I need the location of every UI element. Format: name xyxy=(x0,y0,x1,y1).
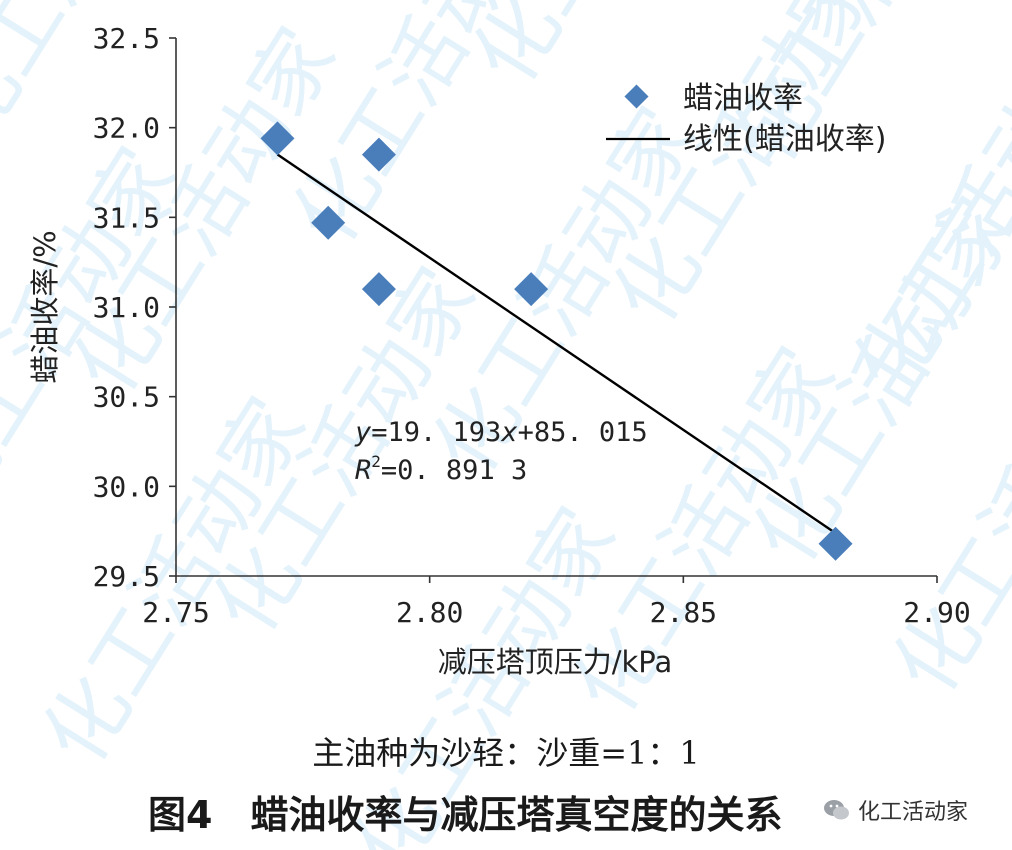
brand-badge: 化工活动家 xyxy=(818,792,973,828)
regression-equation: y=19. 193x+85. 015 xyxy=(354,417,648,448)
x-tick-label: 2.75 xyxy=(142,596,209,629)
x-tick-label: 2.85 xyxy=(650,596,717,629)
axes: 29.5 30.0 30.5 31.0 31.5 32.0 32.5 2.75 2.80 2.85… xyxy=(93,22,971,629)
data-points xyxy=(260,121,853,561)
data-point xyxy=(361,137,396,172)
y-tick-label: 31.0 xyxy=(93,291,160,324)
chart: 29.5 30.0 30.5 31.0 31.5 32.0 32.5 2.75 2.80 2.85… xyxy=(28,22,971,679)
y-tick-label: 30.5 xyxy=(93,381,160,414)
y-tick-label: 32.5 xyxy=(93,22,160,55)
y-tick-label: 29.5 xyxy=(93,560,160,593)
x-tick-label: 2.80 xyxy=(396,596,463,629)
legend: 蜡油收率 线性(蜡油收率) xyxy=(606,81,886,157)
r-squared-label: R2=0. 891 3 xyxy=(355,452,527,486)
data-point xyxy=(311,205,346,240)
legend-marker-diamond xyxy=(624,84,649,109)
trendline-group xyxy=(276,153,837,535)
wechat-logo-icon xyxy=(824,800,849,820)
y-tick-label: 32.0 xyxy=(93,112,160,145)
data-point xyxy=(361,272,396,307)
legend-label-trendline: 线性(蜡油收率) xyxy=(683,122,886,157)
trendline xyxy=(276,153,837,535)
brand-name: 化工活动家 xyxy=(858,800,969,825)
data-point xyxy=(818,526,853,561)
chart-subtitle: 主油种为沙轻：沙重=1：1 xyxy=(312,734,700,772)
x-axis-label: 减压塔顶压力/kPa xyxy=(438,645,673,679)
y-axis-label: 蜡油收率/% xyxy=(28,230,62,383)
y-tick-label: 30.0 xyxy=(93,470,160,503)
figure-caption: 图4 蜡油收率与减压塔真空度的关系 xyxy=(148,793,783,837)
legend-label-scatter: 蜡油收率 xyxy=(683,81,803,116)
data-point xyxy=(260,121,295,156)
x-tick-label: 2.90 xyxy=(903,596,970,629)
data-point xyxy=(514,272,549,307)
y-tick-label: 31.5 xyxy=(93,201,160,234)
